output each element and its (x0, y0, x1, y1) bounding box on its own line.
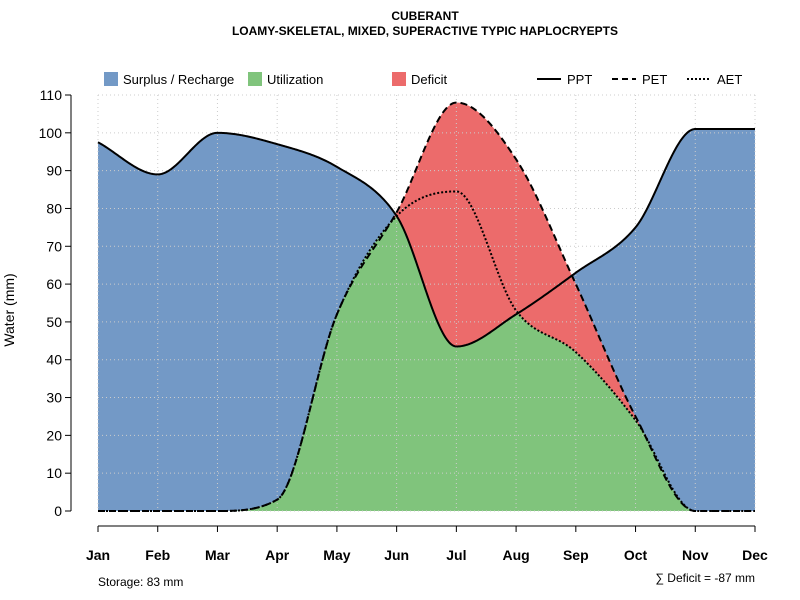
chart-title: CUBERANT (391, 9, 459, 23)
series-line-pet (98, 101, 755, 512)
x-tick-label: Oct (624, 547, 648, 563)
y-tick-label: 10 (46, 465, 62, 481)
x-tick-label: Sep (563, 547, 589, 563)
y-tick-label: 70 (46, 238, 62, 254)
grid (97, 94, 756, 512)
chart-subtitle: LOAMY-SKELETAL, MIXED, SUPERACTIVE TYPIC… (232, 24, 618, 38)
legend-swatch-deficit (392, 72, 406, 86)
x-tick-label: Aug (502, 547, 529, 563)
legend-label-deficit: Deficit (411, 72, 448, 87)
y-axis-label: Water (mm) (1, 273, 17, 346)
legend-label-surplus-recharge: Surplus / Recharge (123, 72, 234, 87)
legend-label-aet: AET (717, 72, 742, 87)
axes: 0 10 20 30 40 50 60 70 80 90 100 110 Jan Feb Mar Apr May… (39, 87, 768, 563)
y-tick-label: 0 (54, 503, 62, 519)
x-tick-label: Jul (446, 547, 466, 563)
legend-label-pet: PET (642, 72, 667, 87)
x-tick-label: Jun (384, 547, 409, 563)
y-tick-label: 110 (40, 87, 63, 103)
x-tick-label: Feb (145, 547, 170, 563)
legend-swatch-utilization (248, 72, 262, 86)
x-tick-label: Nov (682, 547, 709, 563)
y-tick-label: 80 (46, 200, 62, 216)
x-tick-label: Jan (86, 547, 110, 563)
series-layer (97, 101, 755, 512)
deficit-note: ∑ Deficit = -87 mm (655, 571, 755, 585)
storage-note: Storage: 83 mm (98, 575, 183, 589)
y-tick-label: 90 (46, 163, 62, 179)
legend-label-ppt: PPT (567, 72, 592, 87)
series-line-aet (98, 190, 755, 512)
legend: Surplus / Recharge Utilization Deficit PPT P… (104, 72, 742, 87)
y-tick-label: 60 (46, 276, 62, 292)
legend-label-utilization: Utilization (267, 72, 323, 87)
x-tick-label: Mar (205, 547, 230, 563)
x-tick-label: Dec (742, 547, 768, 563)
y-tick-label: 40 (46, 352, 62, 368)
x-tick-label: May (323, 547, 350, 563)
y-tick-label: 50 (46, 314, 62, 330)
y-tick-label: 100 (39, 125, 63, 141)
y-tick-label: 20 (46, 427, 62, 443)
legend-swatch-surplus-recharge (104, 72, 118, 86)
area-utilization (98, 216, 755, 511)
series-line-ppt (97, 128, 755, 348)
area-layer (98, 102, 755, 512)
y-tick-label: 30 (46, 390, 62, 406)
x-tick-label: Apr (265, 547, 290, 563)
